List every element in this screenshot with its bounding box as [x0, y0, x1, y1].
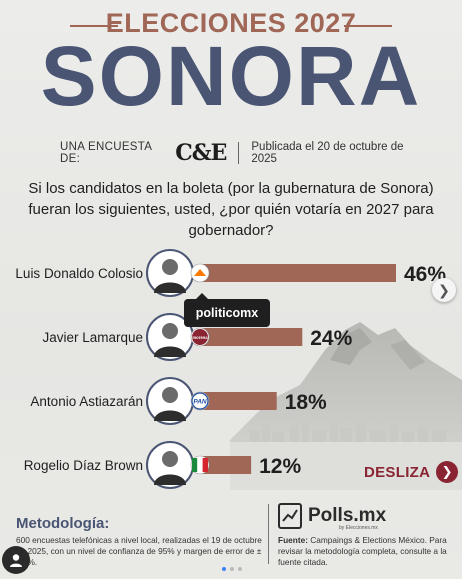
candidate-body-icon [154, 410, 186, 421]
candidate-body-icon [154, 346, 186, 357]
next-slide-button[interactable]: ❯ [432, 278, 456, 302]
candidate-name: Antonio Astiazarán [30, 394, 143, 409]
carousel-dot[interactable] [238, 567, 242, 571]
bar [200, 328, 303, 346]
survey-credit: UNA ENCUESTA DE: C&E Publicada el 20 de … [60, 140, 420, 166]
state-title: SONORA [40, 29, 422, 123]
bar [200, 456, 252, 474]
survey-question: Si los candidatos en la boleta (por la g… [28, 180, 434, 239]
carousel-dots [222, 567, 242, 571]
mountain-landscape-illustration [230, 322, 462, 490]
published-date: Publicada el 20 de octubre de 2025 [251, 141, 404, 165]
party-label: morena [192, 335, 208, 340]
bar [200, 392, 277, 410]
methodology-text: 600 encuestas telefónicas a nivel local,… [16, 535, 262, 567]
pollster-logo: C&E [175, 140, 227, 166]
candidate-head-icon [162, 387, 178, 403]
user-icon [10, 554, 22, 567]
candidate-name: Rogelio Díaz Brown [24, 458, 143, 473]
source-text: Fuente: Campaings & Elections México. Pa… [278, 535, 454, 568]
pan-badge [191, 392, 209, 410]
arrow-right-icon: ❯ [436, 461, 459, 483]
value-label: 18% [285, 391, 327, 414]
source-label: Fuente: [278, 535, 308, 545]
brand-subtitle: by Elecciones.mx [339, 525, 378, 531]
party-label: PAN [193, 399, 207, 406]
value-label: 24% [310, 327, 352, 350]
methodology-title: Metodología: [16, 515, 110, 532]
carousel-dot[interactable] [230, 567, 234, 571]
bar [200, 264, 396, 282]
account-tag-tooltip[interactable]: politicomx [184, 293, 270, 327]
swipe-prompt[interactable]: DESLIZA ❯ [364, 461, 459, 483]
pri-green-stripe [192, 458, 198, 472]
chart-logo-icon [278, 503, 302, 529]
pollsmx-logo: Polls.mx [278, 503, 386, 529]
carousel-dot[interactable] [222, 567, 226, 571]
user-avatar[interactable] [2, 546, 30, 574]
candidate-head-icon [162, 451, 178, 467]
elections-title: ELECCIONES 2027 [105, 8, 357, 38]
candidate-body-icon [154, 474, 186, 485]
morena-badge [192, 329, 208, 345]
candidate-body-icon [154, 282, 186, 293]
footer-divider [268, 504, 269, 564]
value-label: 12% [259, 455, 301, 478]
divider [238, 142, 240, 164]
candidate-head-icon [162, 323, 178, 339]
chevron-right-icon: ❯ [438, 281, 450, 298]
candidate-name: Javier Lamarque [42, 330, 143, 345]
swipe-label: DESLIZA [364, 463, 431, 481]
title-rule-left [70, 25, 118, 27]
source-body: Campaings & Elections México. Para revis… [278, 535, 447, 567]
title-rule-right [344, 25, 392, 27]
candidate-name: Luis Donaldo Colosio [15, 266, 143, 281]
brand-name: Polls.mx [308, 505, 387, 526]
pri-red-stripe [202, 458, 208, 472]
pri-white-stripe [197, 458, 203, 472]
candidate-head-icon [162, 259, 178, 275]
mc-eagle-shape [194, 269, 206, 276]
survey-by-label: UNA ENCUESTA DE: [60, 141, 152, 165]
